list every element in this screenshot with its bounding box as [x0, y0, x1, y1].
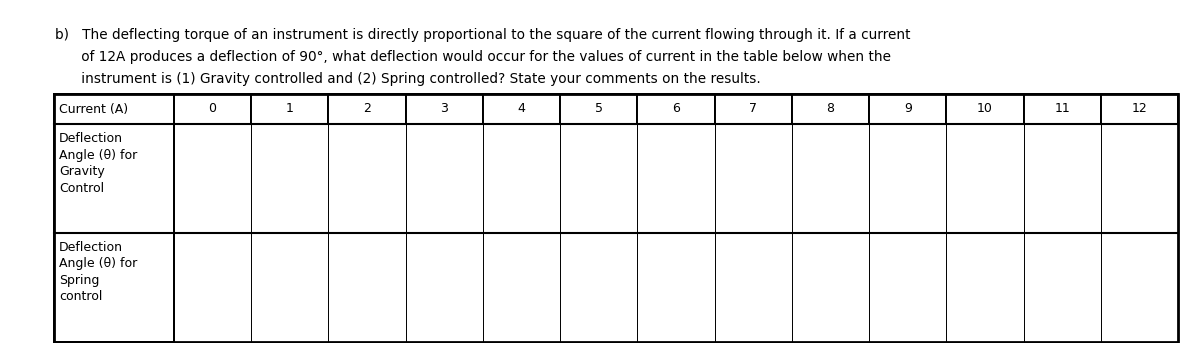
Bar — [406, 94, 482, 124]
Bar — [637, 233, 715, 342]
Bar — [1100, 233, 1178, 342]
Bar — [792, 124, 869, 233]
Text: 12: 12 — [1132, 103, 1147, 116]
Bar — [792, 94, 869, 124]
Bar — [1024, 233, 1100, 342]
Bar — [1024, 94, 1100, 124]
Bar — [482, 94, 560, 124]
Bar — [947, 233, 1024, 342]
Text: 5: 5 — [595, 103, 602, 116]
Text: Deflection: Deflection — [59, 241, 124, 254]
Bar — [251, 124, 329, 233]
Bar — [54, 233, 174, 342]
Bar — [560, 124, 637, 233]
Text: 3: 3 — [440, 103, 449, 116]
Bar — [637, 124, 715, 233]
Bar — [406, 124, 482, 233]
Bar — [637, 94, 715, 124]
Bar — [251, 233, 329, 342]
Bar — [329, 94, 406, 124]
Bar — [1100, 94, 1178, 124]
Text: 9: 9 — [904, 103, 912, 116]
Text: 2: 2 — [364, 103, 371, 116]
Bar — [560, 94, 637, 124]
Text: 11: 11 — [1055, 103, 1070, 116]
Bar — [174, 94, 251, 124]
Text: 6: 6 — [672, 103, 680, 116]
Text: b)   The deflecting torque of an instrument is directly proportional to the squa: b) The deflecting torque of an instrumen… — [55, 28, 911, 42]
Text: Deflection: Deflection — [59, 132, 124, 145]
Bar — [715, 124, 792, 233]
Bar — [482, 233, 560, 342]
Text: Spring: Spring — [59, 274, 100, 287]
Bar — [329, 233, 406, 342]
Bar — [947, 124, 1024, 233]
Bar — [54, 124, 174, 233]
Bar — [251, 94, 329, 124]
Bar — [329, 124, 406, 233]
Text: Angle (θ) for: Angle (θ) for — [59, 149, 137, 162]
Text: control: control — [59, 291, 102, 304]
Text: Gravity: Gravity — [59, 165, 104, 178]
Bar — [715, 233, 792, 342]
Bar — [869, 124, 947, 233]
Bar — [869, 94, 947, 124]
Bar — [54, 94, 1178, 342]
Text: of 12A produces a deflection of 90°, what deflection would occur for the values : of 12A produces a deflection of 90°, wha… — [55, 50, 890, 64]
Text: Control: Control — [59, 181, 104, 194]
Text: instrument is (1) Gravity controlled and (2) Spring controlled? State your comme: instrument is (1) Gravity controlled and… — [55, 72, 761, 86]
Bar — [406, 233, 482, 342]
Bar — [947, 94, 1024, 124]
Text: 10: 10 — [977, 103, 992, 116]
Text: Current (A): Current (A) — [59, 103, 128, 116]
Text: 1: 1 — [286, 103, 294, 116]
Text: 4: 4 — [517, 103, 526, 116]
Bar — [482, 124, 560, 233]
Text: 0: 0 — [209, 103, 217, 116]
Bar — [560, 233, 637, 342]
Bar — [1100, 124, 1178, 233]
Text: 8: 8 — [827, 103, 834, 116]
Text: Angle (θ) for: Angle (θ) for — [59, 258, 137, 271]
Bar — [715, 94, 792, 124]
Bar — [174, 124, 251, 233]
Bar — [54, 94, 174, 124]
Bar — [869, 233, 947, 342]
Text: 7: 7 — [749, 103, 757, 116]
Bar — [1024, 124, 1100, 233]
Bar — [174, 233, 251, 342]
Bar — [792, 233, 869, 342]
